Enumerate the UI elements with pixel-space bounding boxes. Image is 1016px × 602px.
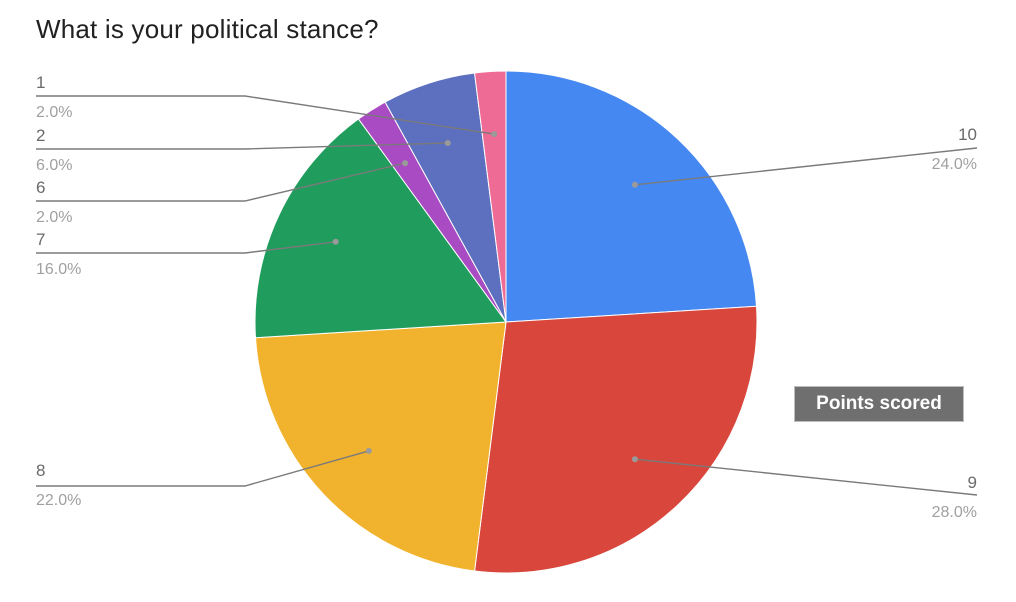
leader-line-9 [634, 458, 978, 496]
leader-dot-10 [631, 181, 638, 188]
chart-title: What is your political stance? [36, 14, 379, 44]
pie-slices [254, 70, 758, 574]
leader-dot-9 [631, 456, 638, 463]
tooltip-points-scored: Points scored [794, 386, 964, 422]
slice-percent-8: 22.0% [36, 492, 81, 509]
leader-dot-7 [332, 238, 339, 245]
leader-line-6 [36, 162, 406, 202]
slice-percent-10: 24.0% [932, 156, 977, 173]
slice-percent-6: 2.0% [36, 209, 72, 226]
leader-dot-2 [444, 140, 451, 146]
leader-dot-8 [365, 447, 372, 454]
leader-line-1 [36, 95, 495, 135]
pie-slice-10[interactable] [505, 70, 758, 323]
leader-lines [36, 95, 978, 496]
slice-label-2: 2 [36, 126, 45, 145]
slice-percent-1: 2.0% [36, 104, 72, 121]
pie-slice-9[interactable] [473, 305, 758, 574]
slice-percent-9: 28.0% [932, 504, 977, 521]
pie-slice-1[interactable] [473, 70, 507, 323]
slice-label-1: 1 [36, 73, 45, 92]
pie-slice-7[interactable] [254, 118, 507, 339]
pie-slice-8[interactable] [254, 321, 507, 572]
leader-line-10 [634, 147, 978, 186]
slice-label-7: 7 [36, 230, 45, 249]
slice-label-10: 10 [958, 125, 977, 144]
slice-percent-7: 16.0% [36, 261, 81, 278]
slice-label-8: 8 [36, 461, 45, 480]
slice-label-9: 9 [968, 473, 977, 492]
leader-line-7 [36, 241, 336, 254]
leader-dot-1 [491, 131, 498, 138]
leader-line-8 [36, 450, 369, 487]
slice-label-6: 6 [36, 178, 45, 197]
leader-line-2 [36, 142, 448, 150]
slice-percent-2: 6.0% [36, 157, 72, 174]
slice-labels: 10 24.0% 9 28.0% 8 22.0% 7 16.0% 6 2.0% 2 6.0% 1 2.0% [36, 73, 977, 521]
leader-dot-6 [402, 160, 409, 167]
